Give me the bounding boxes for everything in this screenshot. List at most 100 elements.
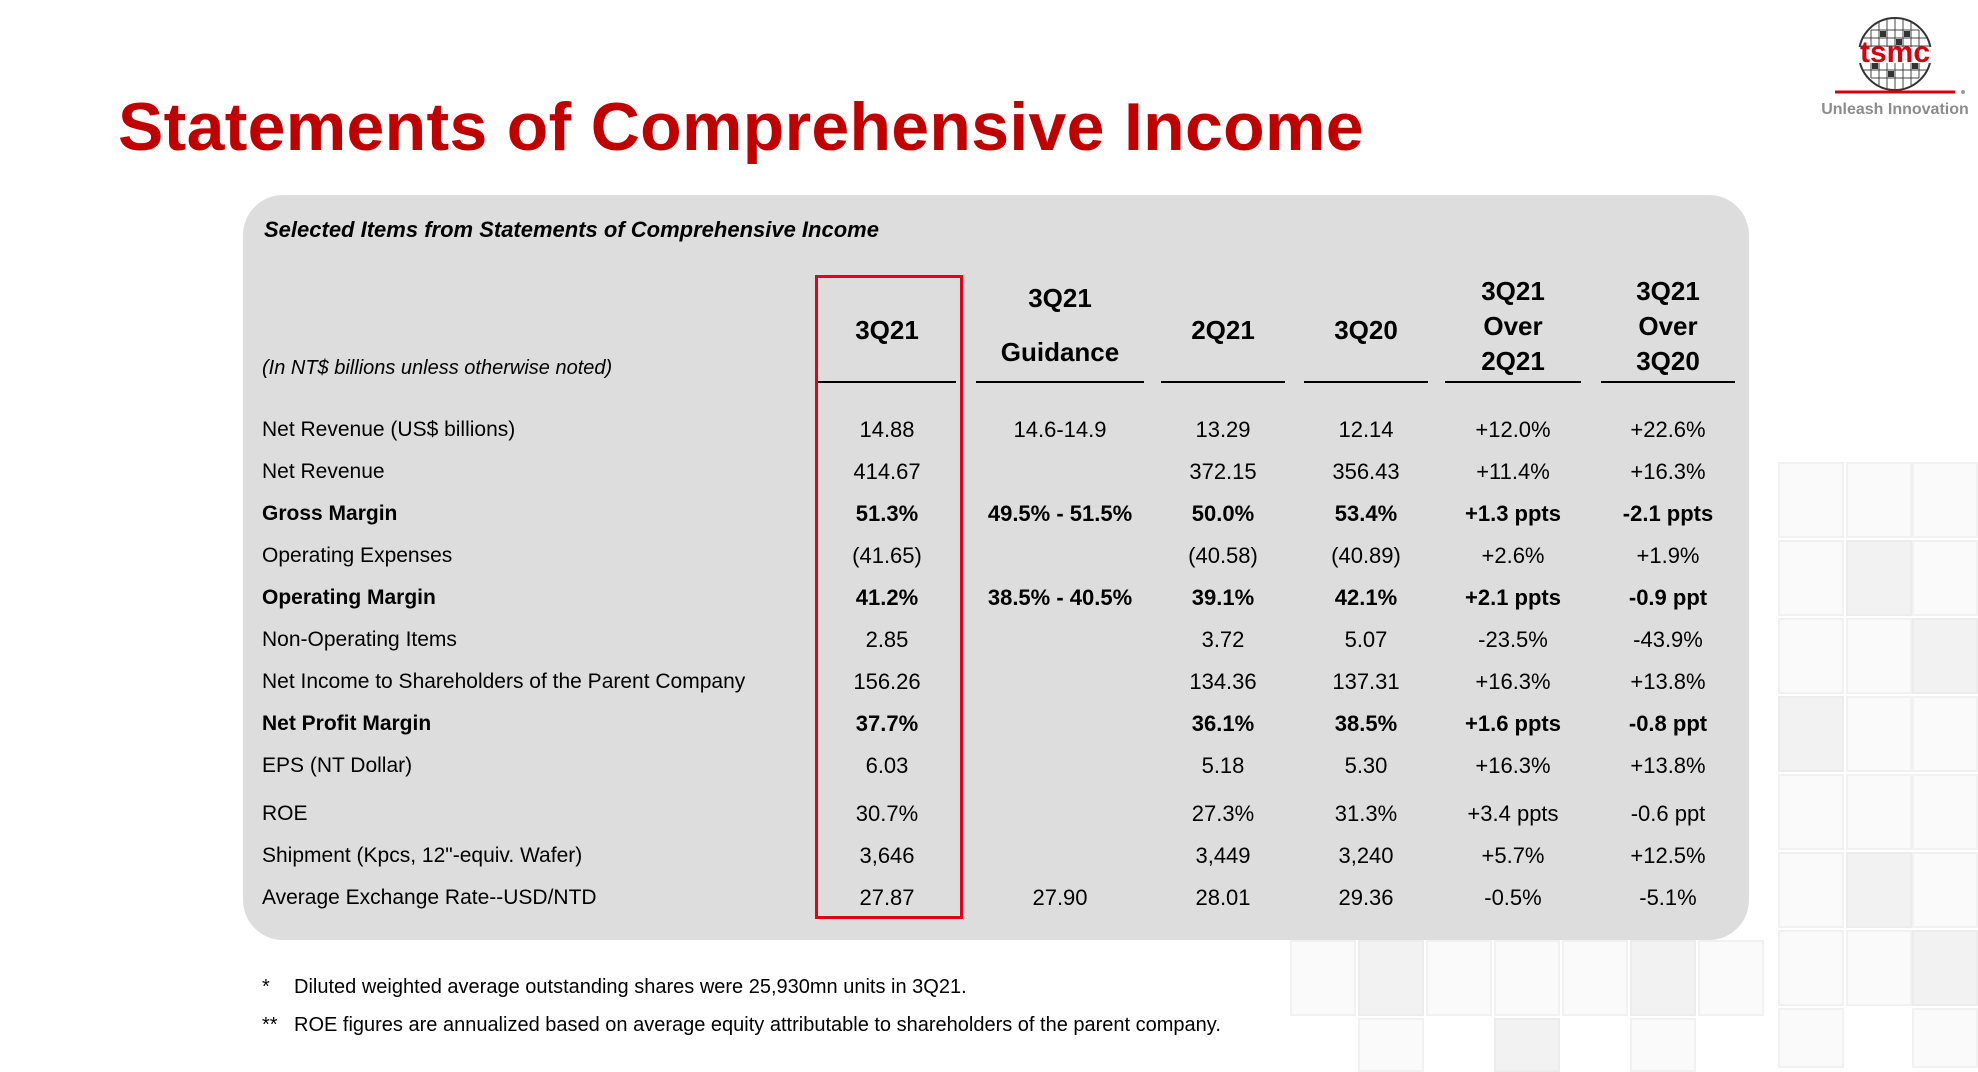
background-tile: [1358, 940, 1424, 1016]
logo-tagline: Unleash Innovation: [1821, 101, 1969, 118]
column-header-line: 3Q20: [1334, 315, 1398, 345]
row-label: Operating Expenses: [262, 544, 453, 567]
background-tile: [1426, 940, 1492, 1016]
column-header-line: Over: [1483, 311, 1543, 341]
table-cell: +13.8%: [1630, 753, 1706, 778]
column-header-rule: [1161, 381, 1285, 383]
table-cell: +1.3 ppts: [1465, 501, 1561, 526]
background-tile: [1846, 618, 1912, 694]
table-cell: +16.3%: [1630, 459, 1706, 484]
column-header: 3Q21 Guidance: [976, 271, 1144, 379]
column-header-line: 3Q20: [1636, 346, 1700, 376]
column-header-line: 3Q21: [1636, 276, 1700, 306]
background-tile: [1778, 1008, 1844, 1068]
units-note: (In NT$ billions unless otherwise noted): [262, 357, 613, 379]
background-tile: [1778, 930, 1844, 1006]
table-cell: +1.9%: [1636, 543, 1700, 568]
table-cell: 27.3%: [1191, 801, 1255, 826]
table-cell: 356.43: [1332, 459, 1400, 484]
row-label: Average Exchange Rate--USD/NTD: [262, 886, 597, 909]
column-header: 3Q20: [1304, 313, 1428, 348]
footnote-mark: **: [262, 1014, 278, 1036]
row-label: Shipment (Kpcs, 12"-equiv. Wafer): [262, 844, 583, 867]
background-tile: [1912, 618, 1978, 694]
background-tile: [1698, 940, 1764, 1016]
table-cell: +13.8%: [1630, 669, 1706, 694]
row-label: EPS (NT Dollar): [262, 754, 413, 777]
background-tile: [1778, 696, 1844, 772]
row-label: Net Profit Margin: [262, 712, 432, 735]
table-cell: +11.4%: [1476, 459, 1550, 484]
table-cell: 2.85: [865, 627, 909, 652]
background-tile: [1290, 940, 1356, 1016]
footnote-mark: *: [262, 976, 270, 998]
table-cell: 372.15: [1189, 459, 1257, 484]
table-cell: 27.87: [859, 885, 915, 910]
background-tile: [1778, 774, 1844, 850]
background-tile: [1912, 462, 1978, 538]
footnote-shares: * Diluted weighted average outstanding sh…: [262, 976, 967, 999]
table-cell: 3,240: [1338, 843, 1394, 868]
background-tile: [1912, 852, 1978, 928]
table-cell: (40.89): [1331, 543, 1401, 568]
tsmc-logo-icon: tsmc: [1835, 17, 1965, 94]
table-cell: +12.5%: [1630, 843, 1706, 868]
column-header-line: Guidance: [1000, 337, 1120, 367]
table-cell: 6.03: [865, 753, 909, 778]
table-cell: -23.5%: [1478, 627, 1548, 652]
table-cell: 13.29: [1195, 417, 1251, 442]
table-cell: 27.90: [1032, 885, 1088, 910]
background-tile: [1846, 462, 1912, 538]
table-cell: 50.0%: [1191, 501, 1255, 526]
background-tile: [1912, 1008, 1978, 1068]
column-header: 3Q21: [818, 313, 956, 348]
table-cell: 29.36: [1338, 885, 1394, 910]
row-label: Net Revenue (US$ billions): [262, 418, 516, 441]
column-header-rule: [976, 381, 1144, 383]
table-cell: 28.01: [1195, 885, 1251, 910]
table-cell: +22.6%: [1630, 417, 1706, 442]
column-header-line: 2Q21: [1481, 346, 1545, 376]
table-cell: -0.6 ppt: [1630, 801, 1706, 826]
table-cell: 51.3%: [855, 501, 919, 526]
table-cell: -0.8 ppt: [1628, 711, 1708, 736]
table-cell: 414.67: [853, 459, 921, 484]
summary-panel: [243, 195, 1749, 940]
table-cell: 12.14: [1338, 417, 1394, 442]
footnote-text: Diluted weighted average outstanding sha…: [294, 976, 967, 998]
table-cell: 39.1%: [1191, 585, 1255, 610]
table-cell: +12.0%: [1475, 417, 1551, 442]
table-cell: 137.31: [1332, 669, 1400, 694]
table-cell: 5.18: [1201, 753, 1245, 778]
table-cell: -0.5%: [1484, 885, 1542, 910]
table-cell: +16.3%: [1475, 669, 1551, 694]
table-cell: 41.2%: [855, 585, 919, 610]
table-cell: +3.4 ppts: [1467, 801, 1559, 826]
table-cell: +2.1 ppts: [1465, 585, 1561, 610]
table-cell: 53.4%: [1334, 501, 1398, 526]
table-cell: -43.9%: [1633, 627, 1703, 652]
table-cell: 156.26: [853, 669, 921, 694]
table-cell: 3,646: [859, 843, 915, 868]
column-header-line: Over: [1638, 311, 1698, 341]
table-cell: 5.07: [1344, 627, 1388, 652]
table-cell: 38.5%: [1334, 711, 1398, 736]
background-tile: [1846, 696, 1912, 772]
table-cell: +1.6 ppts: [1465, 711, 1561, 736]
table-cell: (40.58): [1188, 543, 1258, 568]
background-tile: [1912, 774, 1978, 850]
table-cell: -0.9 ppt: [1628, 585, 1708, 610]
background-tile: [1912, 930, 1978, 1006]
tsmc-logo: tsmc Unleash Innovation: [1815, 8, 1975, 118]
footnote-text: ROE figures are annualized based on aver…: [294, 1014, 1221, 1036]
table-cell: 5.30: [1344, 753, 1388, 778]
footnote-roe: ** ROE figures are annualized based on av…: [262, 1014, 1221, 1037]
background-tile: [1562, 940, 1628, 1016]
background-tile: [1846, 852, 1912, 928]
table-cell: 14.88: [859, 417, 915, 442]
column-header-rule: [1601, 381, 1735, 383]
column-header-line: 3Q21: [1028, 283, 1092, 313]
table-cell: 30.7%: [855, 801, 919, 826]
column-header: 3Q21 Over 3Q20: [1601, 274, 1735, 379]
table-cell: 3,449: [1195, 843, 1251, 868]
